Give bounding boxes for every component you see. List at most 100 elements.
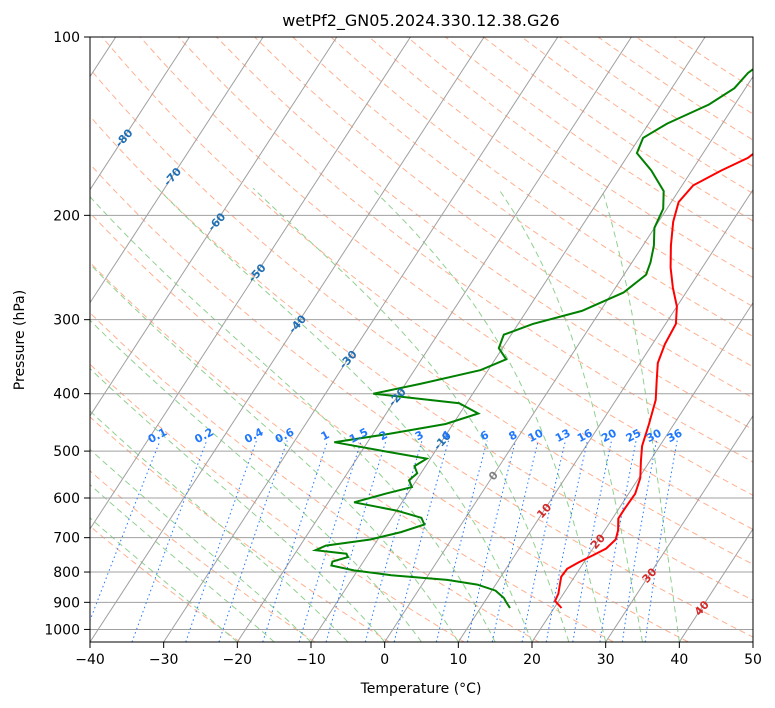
x-tick-label: 40 [670,652,688,668]
dry-adiabat [90,212,689,642]
mixing-ratio-label: 36 [665,426,685,445]
isotherm-label: -30 [337,348,360,372]
mixing-ratio-label: 13 [553,426,573,445]
isotherm-label: -80 [113,126,136,150]
isotherm [90,37,411,530]
mixing-ratio-line [131,440,208,642]
isotherm-label: -70 [161,165,184,189]
isotherm [605,414,753,642]
isotherm-annotation: 0 [486,468,501,483]
isotherm [90,37,264,304]
isotherm-annotation: 30 [640,565,660,585]
x-tick-label: −10 [296,652,326,668]
moist-adiabat [90,483,275,642]
x-tick-label: −20 [223,652,253,668]
x-axis-title: Temperature (°C) [360,681,482,697]
isotherm-label: -90 [61,93,84,117]
dry-adiabat [90,312,540,642]
x-tick-label: −40 [75,652,105,668]
moist-adiabat [90,367,386,642]
isotherm [457,188,753,642]
mixing-ratio-line [545,440,588,642]
y-tick-label: 700 [53,531,80,547]
y-tick-label: 1000 [44,622,80,638]
dry-adiabat [90,68,753,565]
mixing-ratio-line [364,440,423,642]
y-tick-label: 500 [53,444,80,460]
y-tick-label: 800 [53,565,80,581]
moist-adiabat [601,188,680,642]
x-tick-label: 20 [523,652,541,668]
moist-adiabat [90,517,238,642]
mixing-ratio-line [644,440,678,642]
annotation-layer: -100-90-80-70-60-50-40-30-20-10010203040… [2,63,712,618]
mixing-ratio-label: 2 [377,428,390,443]
dry-adiabat [178,37,753,463]
isotherm [531,301,753,642]
x-tick-label: 30 [597,652,615,668]
isotherm [90,37,485,642]
x-tick-label: 10 [449,652,467,668]
mixing-ratio-label: 10 [526,426,546,445]
x-tick-label: 0 [380,652,389,668]
mixing-ratio-label: 0.1 [146,425,169,446]
dry-adiabat [292,37,753,368]
isotherm [163,37,559,642]
mixing-ratio-label: 6 [478,428,491,443]
y-tick-label: 100 [53,30,80,46]
moist-adiabat [371,187,607,642]
mixing-ratio-label: 1 [319,428,332,443]
y-tick-label: 600 [53,491,80,507]
dry-adiabat [597,37,753,141]
isotherm-label: -50 [246,261,269,285]
isotherm [236,37,632,642]
mixing-ratio-line [185,440,257,642]
dry-adiabat [90,470,315,642]
mixing-ratio-line [90,440,161,622]
dry-adiabat [330,37,753,338]
dewpoint-line [311,67,753,609]
isotherm-annotation: 40 [692,598,712,618]
moist-adiabat [90,196,496,642]
mixing-ratio-line [572,440,612,642]
isotherm-label: -100 [2,63,30,92]
dry-adiabat [483,37,753,222]
moist-adiabat [90,448,312,642]
dry-adiabat [674,37,753,89]
plot-frame [89,36,754,643]
mixing-ratio-label: 20 [599,426,619,445]
dry-adiabat [90,163,753,638]
chart-title: wetPf2_GN05.2024.330.12.38.G26 [282,11,560,31]
mixing-ratio-label: 8 [507,428,520,443]
dry-adiabat [101,37,753,530]
temperature-line [553,152,753,609]
isotherm [90,37,338,417]
y-tick-label: 900 [53,595,80,611]
x-tick-label: −30 [149,652,179,668]
isotherm-label: -60 [205,210,228,234]
moist-adiabat [90,410,349,642]
y-tick-label: 300 [53,313,80,329]
dry-adiabat [90,363,465,642]
moist-adiabat [157,187,533,642]
y-axis-title: Pressure (hPa) [12,290,28,390]
mixing-ratio-label: 16 [575,426,595,445]
mixing-ratio-line [218,440,288,642]
mixing-ratio-line [298,440,362,642]
isotherm [678,527,753,642]
dry-adiabat [90,115,753,601]
y-tick-label: 400 [53,387,80,403]
y-axis: 100 200 300 400 500 600 700 800 900 1000 [44,30,90,638]
dry-adiabat [254,37,753,399]
isotherm [90,37,190,191]
moist-adiabat [90,319,422,642]
isotherm-label: -40 [286,312,309,336]
moist-adiabat [90,263,459,642]
isotherm [310,37,706,642]
isotherm [384,75,753,642]
x-axis: −40 −30 −20 −10 0 10 20 30 40 50 [75,642,762,668]
y-tick-label: 200 [53,208,80,224]
isotherm [752,641,753,642]
dry-adiabat [90,525,241,642]
